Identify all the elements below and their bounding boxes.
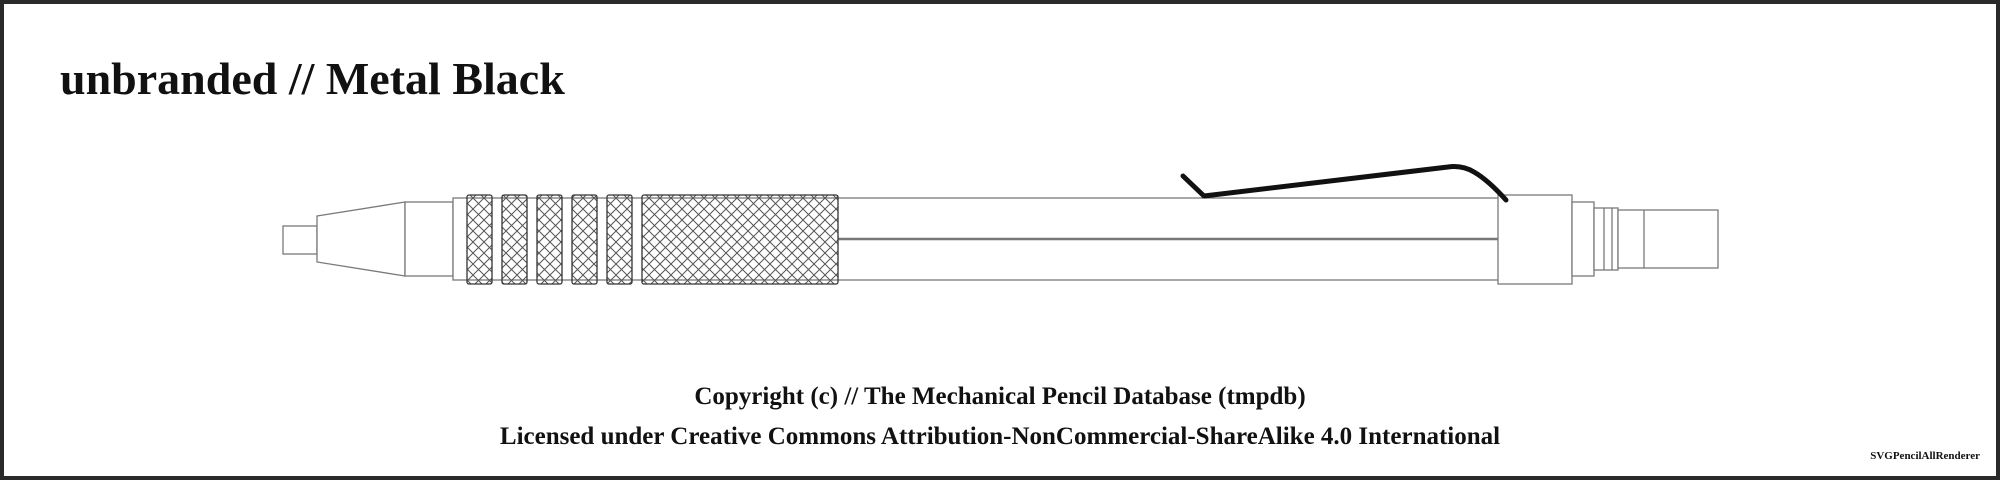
cap-step xyxy=(1571,201,1595,277)
clip-collar xyxy=(1497,194,1573,285)
copyright-text: Copyright (c) // The Mechanical Pencil D… xyxy=(694,383,1306,410)
front-section xyxy=(404,201,454,277)
eraser-cap xyxy=(1617,209,1719,269)
grip-ring xyxy=(536,194,563,285)
pocket-clip xyxy=(1180,164,1509,203)
grip-ring xyxy=(501,194,528,285)
cap-stem xyxy=(1593,207,1619,271)
grip-rings xyxy=(466,194,633,285)
lead-sleeve xyxy=(282,225,318,255)
license-text: Licensed under Creative Commons Attribut… xyxy=(499,423,1501,450)
grip-ring xyxy=(571,194,598,285)
tip-cone xyxy=(316,201,406,277)
grip-ring xyxy=(606,194,633,285)
renderer-label: SVGPencilAllRenderer xyxy=(1870,450,1980,462)
pencil-title: unbranded // Metal Black xyxy=(60,53,565,104)
knurled-grip xyxy=(641,194,839,285)
grip-ring xyxy=(466,194,493,285)
